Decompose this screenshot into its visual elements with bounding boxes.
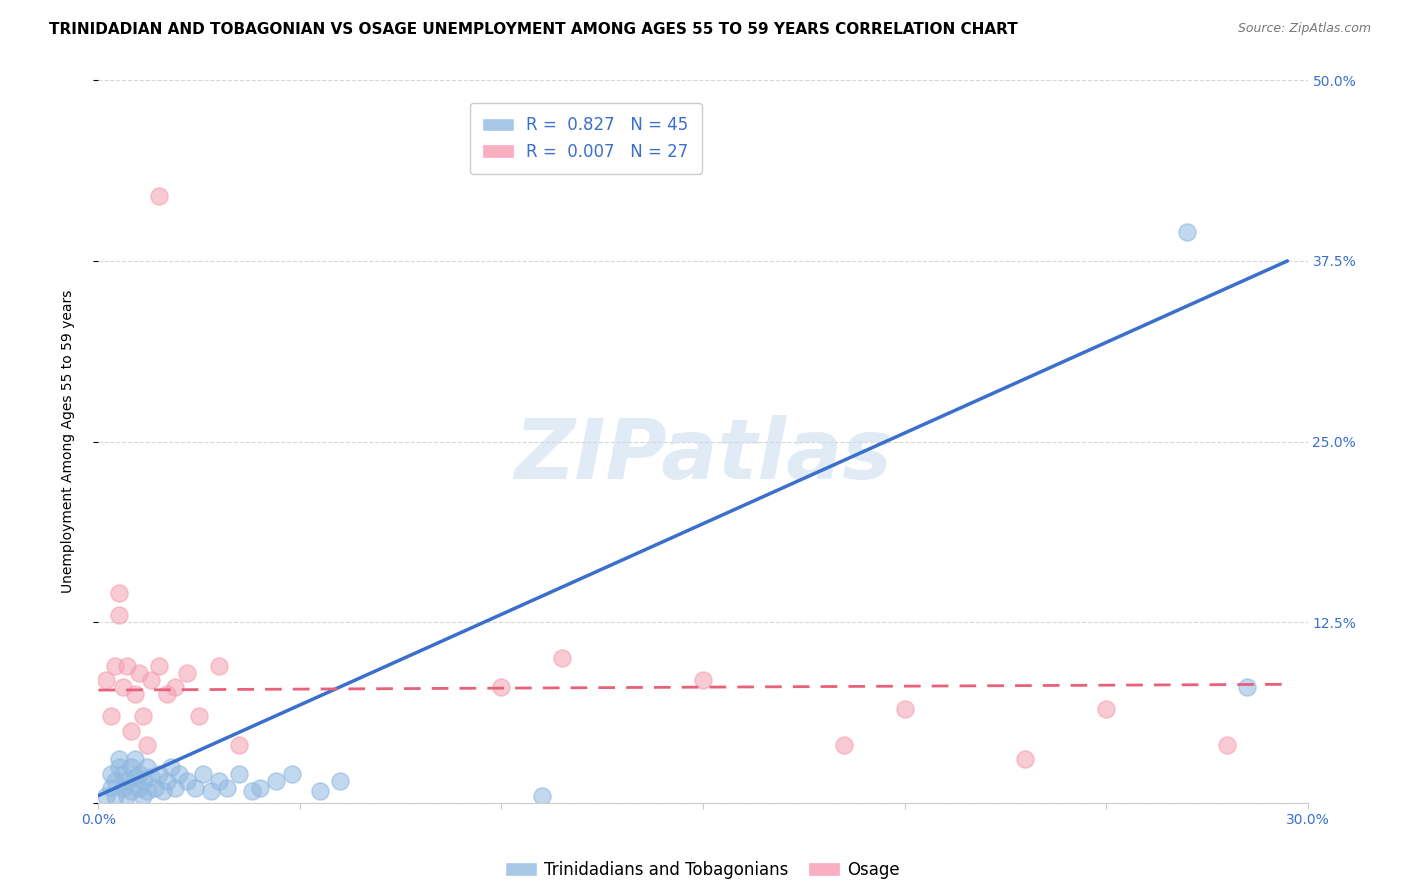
Point [132,774,155,789]
Point [249,781,271,796]
Point [96,673,118,687]
Point [163,680,186,694]
Point [152,784,174,798]
Point [1236,680,1258,694]
Point [103,789,125,803]
Point [264,774,287,789]
Point [135,784,157,798]
Point [100,709,122,723]
Point [115,658,138,673]
Point [208,774,231,789]
Point [135,738,157,752]
Point [156,687,179,701]
Point [163,781,186,796]
Point [176,665,198,680]
Point [148,189,170,203]
Point [132,709,155,723]
Point [1175,225,1198,239]
Point [124,752,146,766]
Point [228,767,250,781]
Point [1014,752,1036,766]
Point [120,760,142,774]
Point [188,709,211,723]
Point [200,784,222,798]
Y-axis label: Unemployment Among Ages 55 to 59 years: Unemployment Among Ages 55 to 59 years [60,290,75,593]
Point [103,658,125,673]
Point [103,774,125,789]
Point [156,774,179,789]
Point [1216,738,1239,752]
Point [111,767,134,781]
Point [100,767,122,781]
Point [124,770,146,784]
Point [128,767,150,781]
Point [148,767,170,781]
Point [193,767,215,781]
Point [128,665,150,680]
Point [148,658,170,673]
Point [135,760,157,774]
Point [124,687,146,701]
Text: Source: ZipAtlas.com: Source: ZipAtlas.com [1237,22,1371,36]
Text: ZIPatlas: ZIPatlas [515,416,891,497]
Point [107,607,129,622]
Text: TRINIDADIAN AND TOBAGONIAN VS OSAGE UNEMPLOYMENT AMONG AGES 55 TO 59 YEARS CORRE: TRINIDADIAN AND TOBAGONIAN VS OSAGE UNEM… [49,22,1018,37]
Point [176,774,198,789]
Point [100,781,122,796]
Point [111,781,134,796]
Point [217,781,239,796]
Point [115,774,138,789]
Point [115,789,138,803]
Point [139,770,162,784]
Point [893,702,915,716]
Point [132,789,155,803]
Point [160,760,183,774]
Point [120,784,142,798]
Point [167,767,190,781]
Point [692,673,714,687]
Point [143,781,166,796]
Point [96,789,118,803]
Point [1095,702,1118,716]
Point [551,651,574,665]
Point [491,680,513,694]
Point [208,658,231,673]
Legend: Trinidadians and Tobagonians, Osage: Trinidadians and Tobagonians, Osage [499,855,907,886]
Point [184,781,207,796]
Point [228,738,250,752]
Point [329,774,352,789]
Point [120,723,142,738]
Point [240,784,263,798]
Point [281,767,304,781]
Point [309,784,332,798]
Point [111,680,134,694]
Point [107,752,129,766]
Point [107,586,129,600]
Point [128,781,150,796]
Point [107,760,129,774]
Point [139,673,162,687]
Point [832,738,855,752]
Point [530,789,553,803]
